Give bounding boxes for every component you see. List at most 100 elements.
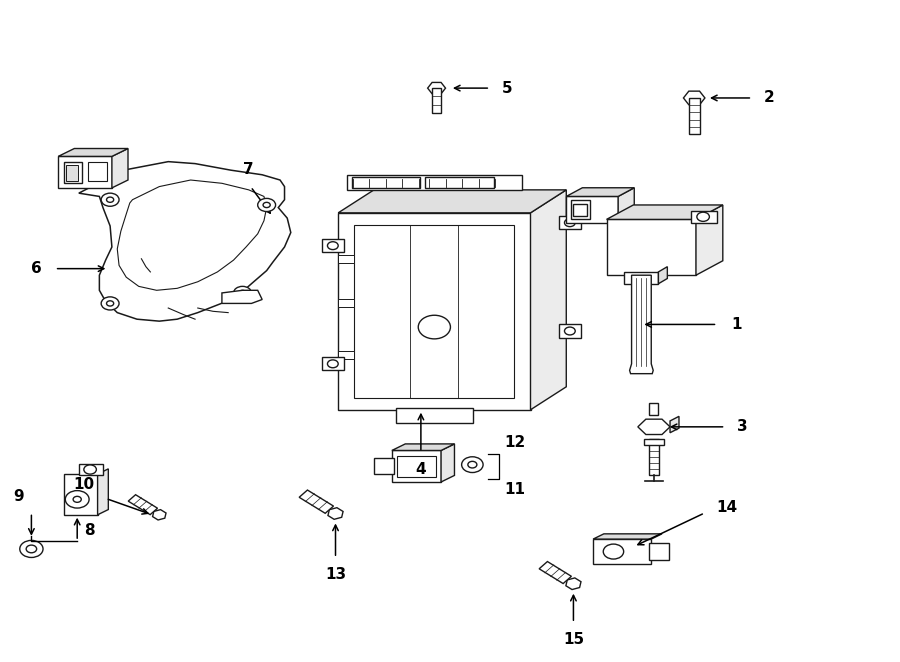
FancyBboxPatch shape xyxy=(322,357,345,370)
Circle shape xyxy=(564,327,575,335)
Circle shape xyxy=(238,291,246,295)
Circle shape xyxy=(328,242,338,250)
FancyBboxPatch shape xyxy=(355,224,515,398)
Text: 5: 5 xyxy=(502,81,512,95)
Text: 2: 2 xyxy=(764,91,775,105)
FancyBboxPatch shape xyxy=(649,439,659,475)
FancyBboxPatch shape xyxy=(607,219,696,275)
Polygon shape xyxy=(128,495,158,514)
Polygon shape xyxy=(338,190,566,213)
Polygon shape xyxy=(153,510,166,520)
Circle shape xyxy=(106,197,113,203)
Polygon shape xyxy=(618,188,634,222)
Text: 12: 12 xyxy=(505,436,526,450)
FancyBboxPatch shape xyxy=(559,324,581,338)
FancyBboxPatch shape xyxy=(87,162,106,181)
Polygon shape xyxy=(441,444,454,482)
FancyBboxPatch shape xyxy=(79,463,103,475)
Polygon shape xyxy=(328,508,343,519)
Text: 15: 15 xyxy=(562,632,584,647)
FancyBboxPatch shape xyxy=(572,205,587,216)
Circle shape xyxy=(84,465,96,474)
Polygon shape xyxy=(659,267,668,284)
Text: 7: 7 xyxy=(242,162,253,177)
FancyBboxPatch shape xyxy=(559,216,581,229)
FancyBboxPatch shape xyxy=(338,256,355,263)
Circle shape xyxy=(257,199,275,212)
Polygon shape xyxy=(696,205,723,275)
FancyBboxPatch shape xyxy=(690,211,717,222)
Circle shape xyxy=(73,496,81,502)
FancyBboxPatch shape xyxy=(432,88,441,113)
Polygon shape xyxy=(392,444,454,450)
Circle shape xyxy=(66,491,89,508)
FancyBboxPatch shape xyxy=(374,458,393,474)
FancyBboxPatch shape xyxy=(650,543,669,560)
Polygon shape xyxy=(112,148,128,188)
FancyBboxPatch shape xyxy=(396,408,472,423)
Polygon shape xyxy=(630,275,653,373)
Circle shape xyxy=(106,301,113,306)
FancyBboxPatch shape xyxy=(425,177,493,188)
FancyBboxPatch shape xyxy=(64,474,97,515)
Circle shape xyxy=(20,540,43,557)
FancyBboxPatch shape xyxy=(67,165,78,181)
Polygon shape xyxy=(79,162,291,321)
FancyBboxPatch shape xyxy=(397,455,436,477)
Text: 14: 14 xyxy=(716,500,738,515)
FancyBboxPatch shape xyxy=(566,197,618,222)
Polygon shape xyxy=(670,416,679,433)
Polygon shape xyxy=(265,218,282,231)
Polygon shape xyxy=(566,188,634,197)
FancyBboxPatch shape xyxy=(64,162,83,183)
FancyBboxPatch shape xyxy=(644,439,663,445)
Circle shape xyxy=(26,545,37,553)
Polygon shape xyxy=(234,199,271,224)
Circle shape xyxy=(603,544,624,559)
Text: 10: 10 xyxy=(74,477,94,492)
FancyBboxPatch shape xyxy=(625,272,659,284)
Text: 6: 6 xyxy=(32,261,42,276)
FancyBboxPatch shape xyxy=(338,351,355,359)
Polygon shape xyxy=(530,190,566,410)
FancyBboxPatch shape xyxy=(392,450,441,482)
Text: 9: 9 xyxy=(14,489,24,504)
Polygon shape xyxy=(607,205,723,219)
Circle shape xyxy=(564,218,575,226)
Polygon shape xyxy=(58,148,128,156)
Text: 13: 13 xyxy=(325,567,346,583)
FancyBboxPatch shape xyxy=(650,403,659,415)
Text: 4: 4 xyxy=(416,462,427,477)
Polygon shape xyxy=(428,83,446,94)
FancyBboxPatch shape xyxy=(58,156,112,188)
Polygon shape xyxy=(593,534,662,539)
FancyBboxPatch shape xyxy=(593,539,652,564)
FancyBboxPatch shape xyxy=(338,299,355,307)
Text: 8: 8 xyxy=(85,523,95,538)
Polygon shape xyxy=(222,291,262,303)
FancyBboxPatch shape xyxy=(347,175,522,190)
FancyBboxPatch shape xyxy=(322,239,345,252)
Polygon shape xyxy=(683,91,705,105)
Circle shape xyxy=(101,297,119,310)
Circle shape xyxy=(468,461,477,468)
Circle shape xyxy=(101,193,119,207)
Text: 3: 3 xyxy=(737,419,748,434)
Text: 11: 11 xyxy=(505,482,526,497)
Polygon shape xyxy=(539,561,572,584)
FancyBboxPatch shape xyxy=(338,213,530,410)
Polygon shape xyxy=(638,419,670,434)
Polygon shape xyxy=(566,578,581,590)
Polygon shape xyxy=(97,469,108,515)
Circle shape xyxy=(697,213,709,221)
Text: 1: 1 xyxy=(731,317,742,332)
Polygon shape xyxy=(117,180,266,291)
Polygon shape xyxy=(299,490,334,513)
Circle shape xyxy=(328,360,338,368)
FancyBboxPatch shape xyxy=(352,177,420,188)
FancyBboxPatch shape xyxy=(571,201,590,218)
FancyBboxPatch shape xyxy=(688,98,700,134)
Circle shape xyxy=(462,457,483,473)
Circle shape xyxy=(263,203,270,208)
Circle shape xyxy=(233,287,251,299)
